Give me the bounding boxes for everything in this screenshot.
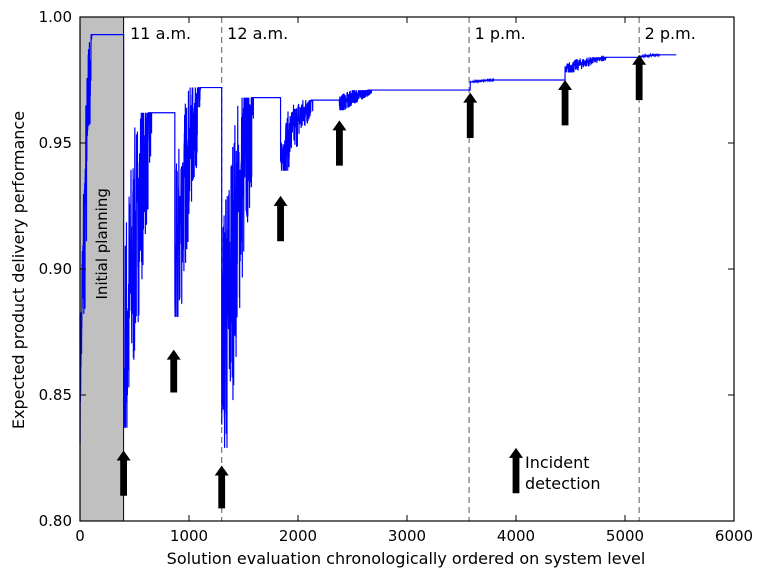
legend-label: Incident xyxy=(525,453,590,472)
x-tick-label: 0 xyxy=(75,527,85,545)
y-tick-label: 0.95 xyxy=(39,134,72,152)
series-line xyxy=(79,34,677,448)
legend-label: detection xyxy=(525,474,601,493)
x-tick-label: 5000 xyxy=(606,527,644,545)
x-tick-label: 4000 xyxy=(497,527,535,545)
incident-arrow xyxy=(558,80,573,126)
incident-arrow xyxy=(214,465,229,509)
x-tick-label: 6000 xyxy=(715,527,753,545)
y-tick-label: 0.85 xyxy=(39,386,72,404)
y-axis-label: Expected product delivery performance xyxy=(9,111,28,429)
incident-arrow xyxy=(332,120,347,166)
time-marker-label: 11 a.m. xyxy=(130,24,191,43)
y-tick-label: 0.90 xyxy=(39,260,72,278)
initial-planning-label: Initial planning xyxy=(93,188,111,299)
time-marker-label: 1 p.m. xyxy=(475,24,526,43)
incident-arrow xyxy=(273,195,288,242)
incident-arrow xyxy=(632,54,647,101)
time-marker-label: 2 p.m. xyxy=(645,24,696,43)
x-tick-label: 1000 xyxy=(170,527,208,545)
x-tick-label: 3000 xyxy=(388,527,426,545)
incident-arrow xyxy=(463,92,478,138)
incident-arrow xyxy=(116,450,131,496)
y-tick-label: 0.80 xyxy=(39,512,72,530)
incident-arrow xyxy=(166,349,181,393)
y-tick-label: 1.00 xyxy=(39,8,72,26)
legend-arrow xyxy=(509,447,523,494)
plot-area: Initial planning 11 a.m. 12 a.m. 1 p.m. 2 p.… xyxy=(39,8,754,545)
x-tick-label: 2000 xyxy=(279,527,317,545)
x-axis-label: Solution evaluation chronologically orde… xyxy=(167,549,646,568)
time-marker-label: 12 a.m. xyxy=(227,24,288,43)
